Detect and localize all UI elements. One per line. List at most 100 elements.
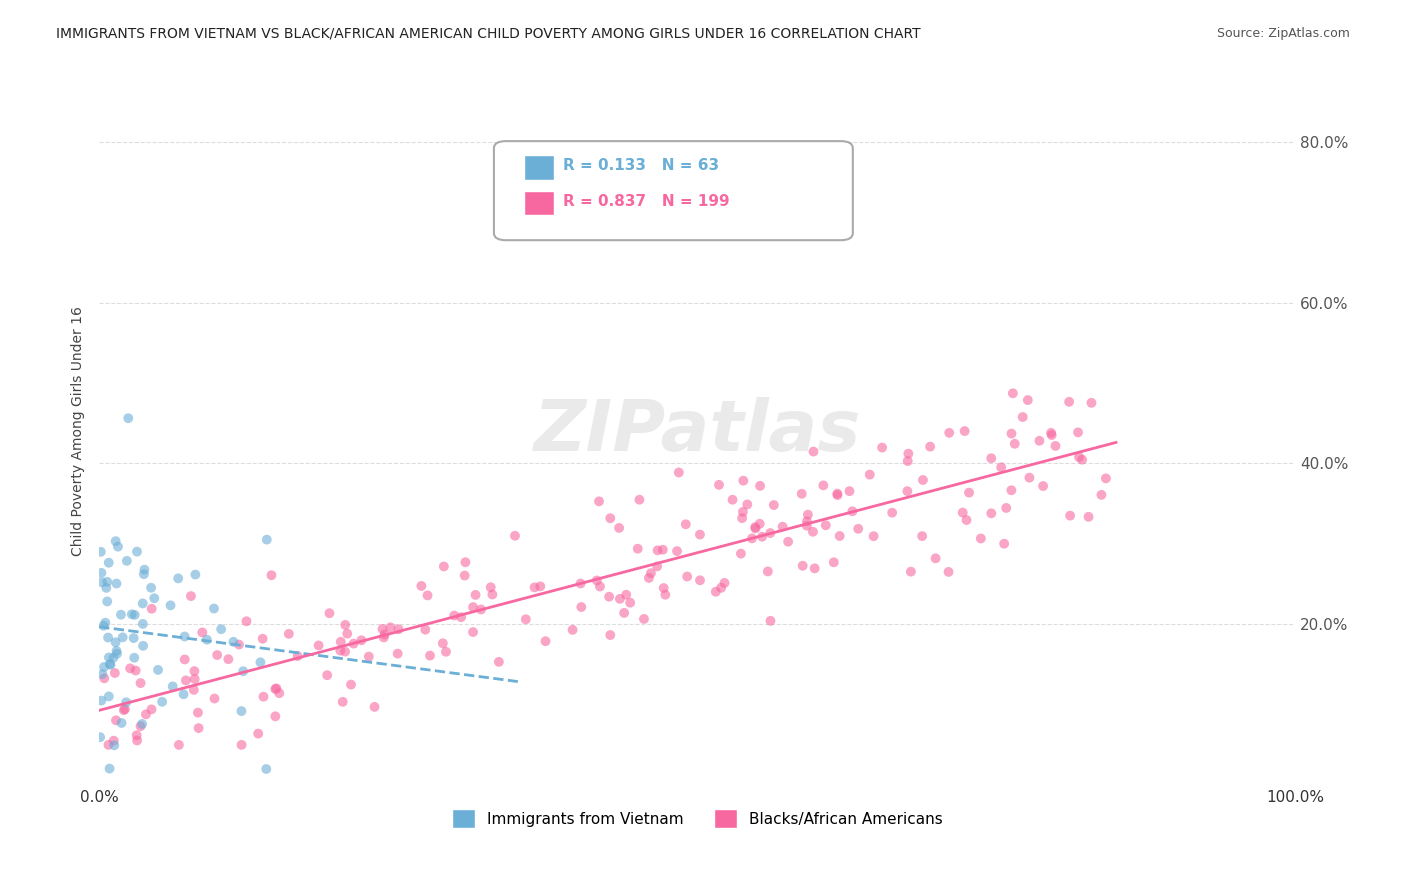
Blacks/African Americans [897,447,920,461]
Blacks/African Americans [217,652,239,666]
Blacks/African Americans [411,579,433,593]
Blacks/African Americans [870,441,893,455]
Blacks/African Americans [173,652,195,666]
Immigrants from Vietnam [125,544,148,558]
Blacks/African Americans [841,504,863,518]
Immigrants from Vietnam [93,660,115,674]
Blacks/African Americans [721,492,744,507]
Blacks/African Americans [277,627,299,641]
Blacks/African Americans [710,581,733,595]
Blacks/African Americans [247,726,270,740]
Blacks/African Americans [129,676,152,690]
Blacks/African Americans [479,580,502,594]
Blacks/African Americans [264,709,287,723]
Blacks/African Americans [461,625,484,640]
Immigrants from Vietnam [105,647,128,661]
Immigrants from Vietnam [173,687,195,701]
Immigrants from Vietnam [98,657,121,671]
Blacks/African Americans [748,516,770,531]
Immigrants from Vietnam [94,615,117,630]
Immigrants from Vietnam [132,639,155,653]
Blacks/African Americans [862,529,884,543]
Blacks/African Americans [374,627,396,641]
Immigrants from Vietnam [249,655,271,669]
Blacks/African Americans [759,614,782,628]
Immigrants from Vietnam [97,650,120,665]
Blacks/African Americans [749,479,772,493]
Immigrants from Vietnam [209,622,232,636]
Blacks/African Americans [827,488,849,502]
Blacks/African Americans [627,541,650,556]
Blacks/African Americans [183,672,205,686]
Immigrants from Vietnam [111,630,134,644]
Blacks/African Americans [737,497,759,511]
Blacks/African Americans [231,738,253,752]
Blacks/African Americans [995,500,1018,515]
Immigrants from Vietnam [195,632,218,647]
Blacks/African Americans [707,478,730,492]
Immigrants from Vietnam [122,631,145,645]
Immigrants from Vietnam [93,618,115,632]
Immigrants from Vietnam [103,739,125,753]
Blacks/African Americans [104,666,127,681]
Blacks/African Americans [990,460,1012,475]
Blacks/African Americans [796,514,818,528]
Immigrants from Vietnam [222,634,245,648]
Immigrants from Vietnam [105,576,128,591]
Blacks/African Americans [823,555,845,569]
Immigrants from Vietnam [184,567,207,582]
Blacks/African Americans [896,484,918,499]
Blacks/African Americans [607,521,630,535]
Blacks/African Americans [205,648,228,662]
Blacks/African Americans [371,622,394,636]
Blacks/African Americans [387,647,409,661]
Blacks/African Americans [433,559,456,574]
Immigrants from Vietnam [90,566,112,580]
Blacks/African Americans [599,511,621,525]
Immigrants from Vietnam [103,650,125,665]
Immigrants from Vietnam [124,607,146,622]
Blacks/African Americans [1000,426,1022,441]
Blacks/African Americans [187,706,209,720]
Blacks/African Americans [762,498,785,512]
Immigrants from Vietnam [254,762,277,776]
Blacks/African Americans [174,673,197,688]
Immigrants from Vietnam [231,704,253,718]
Immigrants from Vietnam [98,762,121,776]
Blacks/African Americans [464,588,486,602]
Blacks/African Americans [1018,471,1040,485]
Immigrants from Vietnam [132,567,155,582]
Blacks/African Americans [269,686,291,700]
Blacks/African Americans [744,520,766,534]
Blacks/African Americans [373,631,395,645]
Blacks/African Americans [797,508,820,522]
Blacks/African Americans [924,551,946,566]
Blacks/African Americans [204,691,226,706]
Blacks/African Americans [264,681,287,696]
Blacks/African Americans [335,618,357,632]
Blacks/African Americans [1011,410,1033,425]
Blacks/African Americans [633,612,655,626]
Blacks/African Americans [463,600,485,615]
Text: IMMIGRANTS FROM VIETNAM VS BLACK/AFRICAN AMERICAN CHILD POVERTY AMONG GIRLS UNDE: IMMIGRANTS FROM VIETNAM VS BLACK/AFRICAN… [56,27,921,41]
Text: Source: ZipAtlas.com: Source: ZipAtlas.com [1216,27,1350,40]
Blacks/African Americans [569,576,592,591]
Blacks/African Americans [756,565,779,579]
Blacks/African Americans [704,584,727,599]
Blacks/African Americans [1045,439,1067,453]
Blacks/African Americans [434,645,457,659]
Immigrants from Vietnam [90,693,112,707]
Blacks/African Americans [1040,425,1063,440]
Blacks/African Americans [828,529,851,543]
Blacks/African Americans [801,524,824,539]
Immigrants from Vietnam [104,534,127,549]
Immigrants from Vietnam [146,663,169,677]
FancyBboxPatch shape [494,141,853,240]
Blacks/African Americans [1017,393,1039,408]
Blacks/African Americans [1001,386,1024,401]
Blacks/African Americans [318,606,340,620]
Blacks/African Americans [167,738,190,752]
Blacks/African Americans [112,703,135,717]
Immigrants from Vietnam [97,556,120,570]
Blacks/African Americans [970,532,993,546]
